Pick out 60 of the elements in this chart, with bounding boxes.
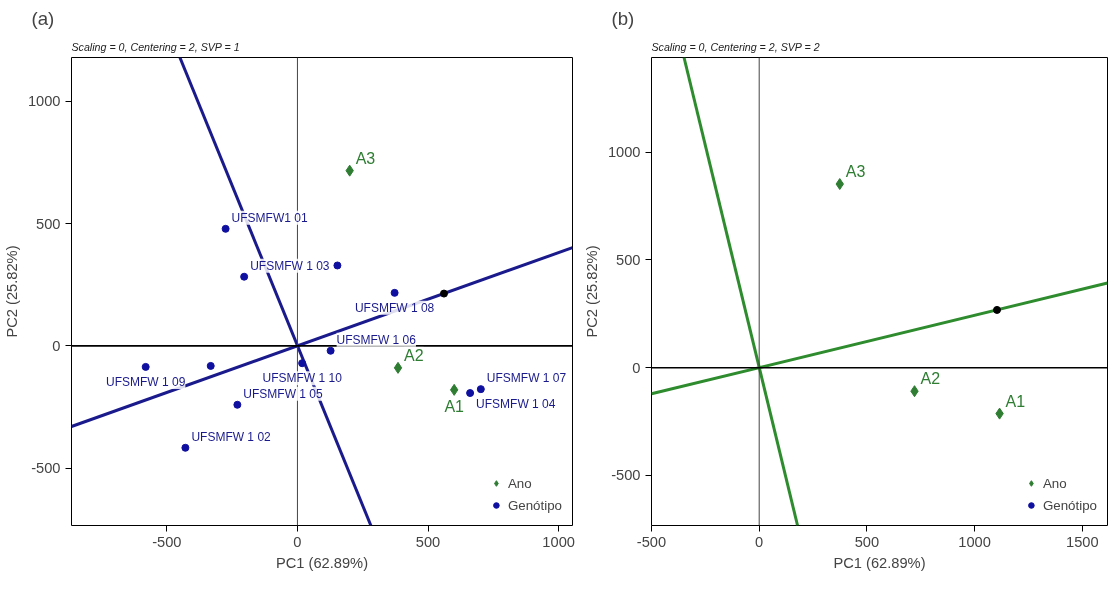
legend-label: Ano xyxy=(507,475,532,491)
x-axis-title: PC1 (62.89%) xyxy=(275,554,369,571)
annotation: UFSMFW 1 08 xyxy=(354,300,435,315)
y-tick-label: 1000 xyxy=(607,144,641,161)
annotation: A3 xyxy=(845,163,866,181)
y-tick-label: 500 xyxy=(36,215,61,232)
legend-label: Ano xyxy=(1042,475,1067,491)
annotation: UFSMFW 1 09 xyxy=(106,374,186,389)
y-tick-label: -500 xyxy=(611,467,641,484)
x-tick-label: 500 xyxy=(854,533,880,550)
y-axis-title: PC2 (25.82%) xyxy=(583,245,600,338)
chart-subtitle: Scaling = 0, Centering = 2, SVP = 1 xyxy=(71,40,240,53)
point xyxy=(206,361,215,370)
point xyxy=(439,289,448,298)
annotation: UFSMFW 1 06 xyxy=(336,332,417,347)
point xyxy=(390,288,399,297)
x-tick-label: 0 xyxy=(755,533,764,550)
point xyxy=(326,346,335,355)
legend-label: Genótipo xyxy=(507,497,562,513)
x-tick-label: -500 xyxy=(636,533,667,550)
legend-label: Genótipo xyxy=(1042,497,1097,513)
point xyxy=(181,443,190,452)
annotation: A2 xyxy=(404,346,424,364)
annotation: UFSMFW1 01 xyxy=(231,210,308,225)
x-tick-label: 1000 xyxy=(542,533,575,550)
y-axis-title: PC2 (25.82%) xyxy=(3,245,20,338)
annotation: A3 xyxy=(355,149,376,167)
point xyxy=(221,224,230,233)
point xyxy=(141,362,150,371)
chart-subtitle: Scaling = 0, Centering = 2, SVP = 2 xyxy=(651,40,820,53)
point xyxy=(333,261,342,270)
chart-title: (b) xyxy=(611,7,635,29)
x-tick-label: 1000 xyxy=(958,533,991,550)
point xyxy=(466,389,475,398)
annotation: A1 xyxy=(444,397,465,415)
point xyxy=(476,385,485,394)
y-tick-label: 0 xyxy=(52,337,61,354)
annotation: UFSMFW 1 05 xyxy=(243,386,324,401)
y-tick-label: 1000 xyxy=(27,93,61,110)
annotation: A2 xyxy=(920,370,941,388)
annotation: UFSMFW 1 10 xyxy=(262,371,343,386)
y-tick-label: 0 xyxy=(632,359,641,376)
y-tick-label: 500 xyxy=(616,251,641,268)
x-tick-label: 0 xyxy=(293,533,302,550)
point xyxy=(233,400,242,409)
x-tick-label: 1500 xyxy=(1066,533,1099,550)
point xyxy=(393,361,403,374)
annotation: UFSMFW 1 04 xyxy=(476,397,556,412)
annotation: A1 xyxy=(1005,392,1026,410)
x-tick-label: 500 xyxy=(415,533,441,550)
annotation: UFSMFW 1 02 xyxy=(191,429,272,444)
point xyxy=(993,305,1001,314)
y-tick-label: -500 xyxy=(31,460,61,477)
point xyxy=(240,272,249,281)
x-tick-label: -500 xyxy=(152,533,182,550)
point xyxy=(298,359,307,368)
annotation: UFSMFW 1 07 xyxy=(486,371,567,386)
chart-title: (a) xyxy=(31,7,55,29)
x-axis-title: PC1 (62.89%) xyxy=(833,554,926,571)
annotation: UFSMFW 1 03 xyxy=(250,258,330,273)
